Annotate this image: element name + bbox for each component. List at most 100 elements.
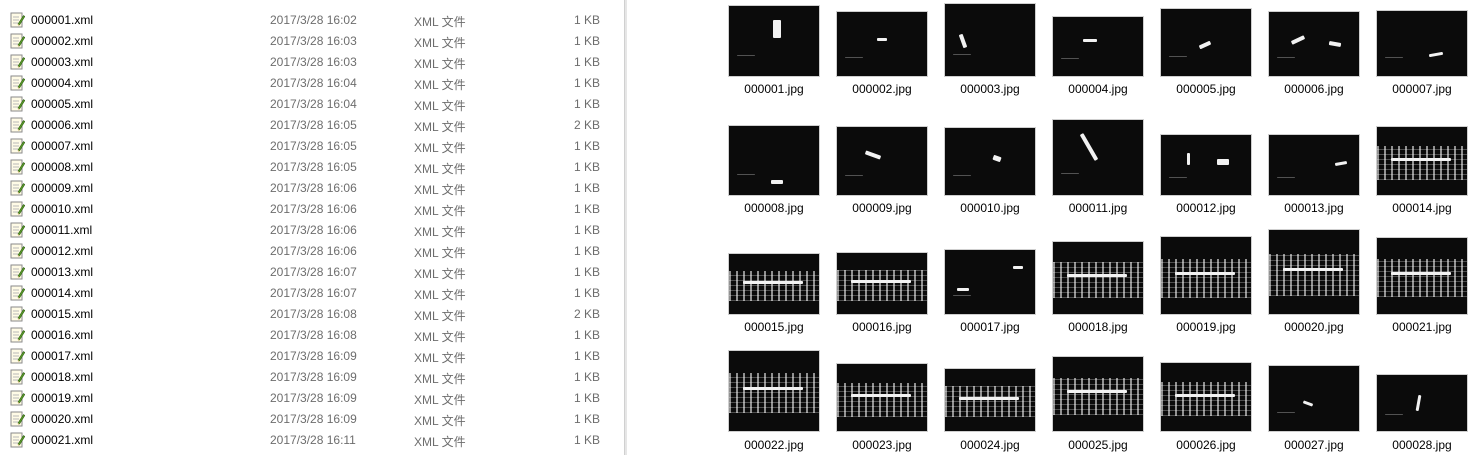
thumbnail-tile[interactable]: 000010.jpg	[944, 0, 1052, 215]
thumbnail-tile[interactable]: 000020.jpg	[1268, 0, 1376, 334]
thumbnail-tile[interactable]: 000022.jpg	[728, 0, 836, 452]
thumbnail-tile[interactable]: 000015.jpg	[728, 0, 836, 334]
file-row[interactable]: 000013.xml 2017/3/28 16:07 XML 文件 1 KB	[0, 261, 624, 282]
thumbnail-tile[interactable]: 000006.jpg	[1268, 0, 1376, 120]
file-type: XML 文件	[414, 120, 466, 134]
thumbnail-tile[interactable]: 000023.jpg	[836, 0, 944, 452]
file-name: 000008.xml	[31, 160, 94, 174]
file-date: 2017/3/28 16:03	[270, 55, 357, 69]
thumbnail-tile[interactable]: 000019.jpg	[1160, 0, 1268, 334]
thumbnail-image	[1161, 135, 1251, 195]
file-row[interactable]: 000012.xml 2017/3/28 16:06 XML 文件 1 KB	[0, 240, 624, 261]
file-row[interactable]: 000010.xml 2017/3/28 16:06 XML 文件 1 KB	[0, 198, 624, 219]
sea-clutter	[845, 175, 863, 176]
thumbnail-tile[interactable]: 000004.jpg	[1052, 0, 1160, 120]
file-type: XML 文件	[414, 36, 466, 50]
thumbnail-tile[interactable]: 000013.jpg	[1268, 0, 1376, 215]
pane-divider[interactable]	[624, 0, 627, 455]
file-row[interactable]: 000008.xml 2017/3/28 16:05 XML 文件 1 KB	[0, 156, 624, 177]
file-row[interactable]: 000017.xml 2017/3/28 16:09 XML 文件 1 KB	[0, 345, 624, 366]
thumbnail-image	[837, 127, 927, 195]
file-row[interactable]: 000020.xml 2017/3/28 16:09 XML 文件 1 KB	[0, 408, 624, 429]
ship-blip	[1391, 272, 1451, 275]
thumbnail-tile[interactable]: 000009.jpg	[836, 0, 944, 215]
file-row[interactable]: 000016.xml 2017/3/28 16:08 XML 文件 1 KB	[0, 324, 624, 345]
thumbnail-tile[interactable]: 000018.jpg	[1052, 0, 1160, 334]
xml-file-icon	[10, 201, 25, 217]
thumbnail-image	[1269, 135, 1359, 195]
thumbnail-tile[interactable]: 000028.jpg	[1376, 0, 1479, 452]
ship-blip	[743, 281, 803, 284]
file-row[interactable]: 000018.xml 2017/3/28 16:09 XML 文件 1 KB	[0, 366, 624, 387]
thumbnail-tile[interactable]: 000007.jpg	[1376, 0, 1479, 120]
file-row[interactable]: 000021.xml 2017/3/28 16:11 XML 文件 1 KB	[0, 429, 624, 450]
thumbnail-tile[interactable]: 000014.jpg	[1376, 0, 1479, 215]
sea-clutter	[1385, 57, 1403, 58]
thumbnail-tile[interactable]: 000025.jpg	[1052, 0, 1160, 452]
port-structures	[1377, 259, 1467, 297]
xml-file-icon	[10, 54, 25, 70]
thumbnail-tile[interactable]: 000027.jpg	[1268, 0, 1376, 452]
file-row[interactable]: 000002.xml 2017/3/28 16:03 XML 文件 1 KB	[0, 30, 624, 51]
file-date: 2017/3/28 16:07	[270, 286, 357, 300]
thumbnail-tile[interactable]: 000026.jpg	[1160, 0, 1268, 452]
thumbnail-image	[1377, 127, 1467, 195]
thumbnail-label: 000028.jpg	[1392, 438, 1452, 452]
sea-clutter	[1277, 177, 1295, 178]
ship-blip	[1302, 400, 1314, 407]
thumbnail-label: 000014.jpg	[1392, 201, 1452, 215]
file-size: 1 KB	[573, 181, 600, 195]
thumbnail-image	[1161, 363, 1251, 431]
thumbnail-tile[interactable]: 000002.jpg	[836, 0, 944, 120]
thumbnail-label: 000002.jpg	[852, 82, 912, 96]
file-row[interactable]: 000011.xml 2017/3/28 16:06 XML 文件 1 KB	[0, 219, 624, 240]
file-date: 2017/3/28 16:06	[270, 223, 357, 237]
thumbnail-tile[interactable]: 000024.jpg	[944, 0, 1052, 452]
xml-file-icon	[10, 117, 25, 133]
file-type: XML 文件	[414, 309, 466, 323]
file-row[interactable]: 000004.xml 2017/3/28 16:04 XML 文件 1 KB	[0, 72, 624, 93]
file-date: 2017/3/28 16:05	[270, 139, 357, 153]
thumbnail-label: 000018.jpg	[1068, 320, 1128, 334]
port-structures	[1053, 378, 1143, 415]
file-size: 1 KB	[573, 265, 600, 279]
thumbnail-tile[interactable]: 000005.jpg	[1160, 0, 1268, 120]
file-row[interactable]: 000007.xml 2017/3/28 16:05 XML 文件 1 KB	[0, 135, 624, 156]
file-size: 1 KB	[573, 160, 600, 174]
file-name: 000003.xml	[31, 55, 94, 69]
thumbnail-tile[interactable]: 000001.jpg	[728, 0, 836, 120]
xml-file-icon	[10, 390, 25, 406]
thumbnail-label: 000011.jpg	[1068, 201, 1128, 215]
file-row[interactable]: 000001.xml 2017/3/28 16:02 XML 文件 1 KB	[0, 9, 624, 30]
thumbnail-tile[interactable]: 000003.jpg	[944, 0, 1052, 120]
file-type: XML 文件	[414, 246, 466, 260]
ship-blip	[851, 280, 911, 283]
thumbnail-tile[interactable]: 000017.jpg	[944, 0, 1052, 334]
thumbnail-tile[interactable]: 000008.jpg	[728, 0, 836, 215]
xml-file-icon	[10, 12, 25, 28]
file-row[interactable]: 000003.xml 2017/3/28 16:03 XML 文件 1 KB	[0, 51, 624, 72]
thumbnail-label: 000026.jpg	[1176, 438, 1236, 452]
file-row[interactable]: 000006.xml 2017/3/28 16:05 XML 文件 2 KB	[0, 114, 624, 135]
thumbnail-image	[1053, 242, 1143, 314]
sea-clutter	[1169, 177, 1187, 178]
file-name: 000010.xml	[31, 202, 94, 216]
file-name: 000015.xml	[31, 307, 94, 321]
ship-blip	[1067, 390, 1127, 393]
file-row[interactable]: 000019.xml 2017/3/28 16:09 XML 文件 1 KB	[0, 387, 624, 408]
file-name: 000013.xml	[31, 265, 94, 279]
thumbnail-image	[1053, 17, 1143, 76]
file-type: XML 文件	[414, 330, 466, 344]
xml-file-icon	[10, 327, 25, 343]
ship-blip	[851, 394, 911, 397]
file-row[interactable]: 000014.xml 2017/3/28 16:07 XML 文件 1 KB	[0, 282, 624, 303]
thumbnail-image	[837, 253, 927, 314]
file-row[interactable]: 000005.xml 2017/3/28 16:04 XML 文件 1 KB	[0, 93, 624, 114]
thumbnail-tile[interactable]: 000021.jpg	[1376, 0, 1479, 334]
thumbnail-tile[interactable]: 000011.jpg	[1052, 0, 1160, 215]
thumbnail-tile[interactable]: 000016.jpg	[836, 0, 944, 334]
file-row[interactable]: 000015.xml 2017/3/28 16:08 XML 文件 2 KB	[0, 303, 624, 324]
file-row[interactable]: 000009.xml 2017/3/28 16:06 XML 文件 1 KB	[0, 177, 624, 198]
thumbnail-tile[interactable]: 000012.jpg	[1160, 0, 1268, 215]
ship-blip	[1013, 266, 1023, 269]
